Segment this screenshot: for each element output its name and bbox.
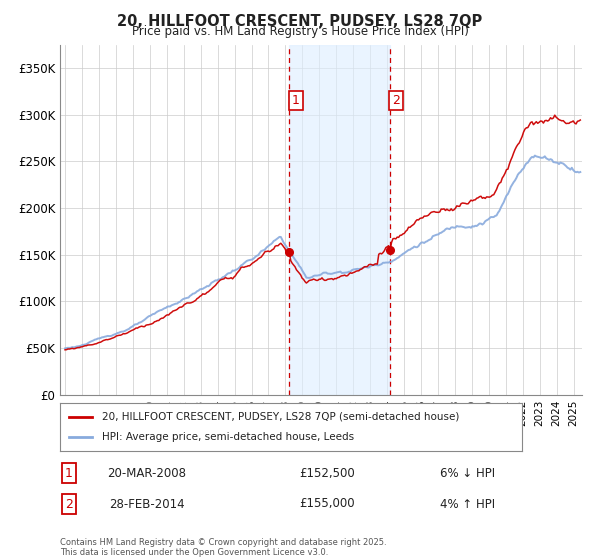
Text: Price paid vs. HM Land Registry's House Price Index (HPI): Price paid vs. HM Land Registry's House …	[131, 25, 469, 38]
Text: 20, HILLFOOT CRESCENT, PUDSEY, LS28 7QP (semi-detached house): 20, HILLFOOT CRESCENT, PUDSEY, LS28 7QP …	[101, 412, 459, 422]
Bar	[289, 45, 390, 395]
Text: HPI: Average price, semi-detached house, Leeds: HPI: Average price, semi-detached house,…	[101, 432, 354, 442]
Text: 2: 2	[65, 497, 73, 511]
Text: 4% ↑ HPI: 4% ↑ HPI	[440, 497, 496, 511]
Text: 1: 1	[65, 466, 73, 480]
Text: 2: 2	[392, 94, 400, 108]
Text: £152,500: £152,500	[299, 466, 355, 480]
Text: Contains HM Land Registry data © Crown copyright and database right 2025.
This d: Contains HM Land Registry data © Crown c…	[60, 538, 386, 557]
Text: £155,000: £155,000	[299, 497, 355, 511]
Text: 28-FEB-2014: 28-FEB-2014	[109, 497, 185, 511]
Text: 20-MAR-2008: 20-MAR-2008	[107, 466, 187, 480]
Text: 1: 1	[292, 94, 299, 108]
Text: 20, HILLFOOT CRESCENT, PUDSEY, LS28 7QP: 20, HILLFOOT CRESCENT, PUDSEY, LS28 7QP	[118, 14, 482, 29]
Text: 6% ↓ HPI: 6% ↓ HPI	[440, 466, 496, 480]
